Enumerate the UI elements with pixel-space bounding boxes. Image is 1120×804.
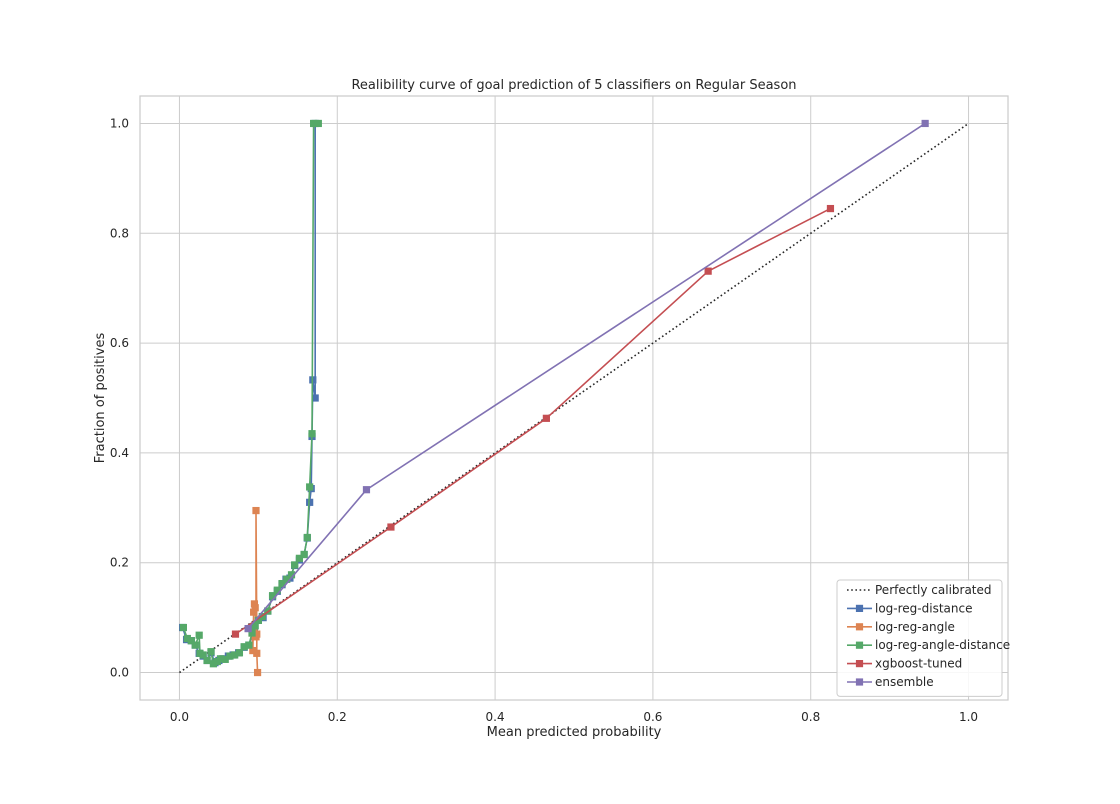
data-point	[245, 641, 253, 649]
x-tick-label: 0.4	[486, 710, 505, 724]
y-tick-label: 0.8	[110, 226, 129, 240]
legend-label: ensemble	[875, 675, 934, 689]
series-xgboost-tuned	[231, 204, 835, 638]
data-point	[179, 623, 187, 632]
data-point	[207, 648, 215, 656]
data-point	[300, 550, 308, 559]
series-ensemble	[244, 119, 929, 633]
data-point	[704, 267, 712, 275]
legend: Perfectly calibrated log-reg-distance log-…	[836, 579, 1010, 697]
legend-label: log-reg-angle	[875, 620, 955, 634]
grid	[140, 96, 1008, 700]
tick-labels: 0.0 0.2 0.4 0.6 0.8 1.0 0.0 0.2 0.4 0.6 0.8 1.0	[110, 116, 978, 724]
data-point	[311, 394, 319, 402]
data-point	[244, 625, 252, 633]
data-point	[203, 656, 211, 665]
data-point	[187, 637, 195, 645]
data-point	[221, 655, 229, 663]
data-point	[268, 592, 277, 600]
data-point	[387, 523, 395, 531]
series-perfectly-calibrated	[178, 122, 970, 674]
data-point	[191, 641, 199, 649]
legend-item-log-reg-angle: log-reg-angle	[847, 620, 955, 634]
data-point	[287, 571, 296, 579]
data-point	[226, 652, 234, 660]
data-point	[183, 634, 191, 643]
data-point	[306, 483, 314, 491]
y-tick-label: 0.0	[110, 666, 129, 680]
legend-swatch-marker	[855, 678, 864, 686]
data-point	[278, 579, 286, 588]
data-point	[195, 631, 203, 639]
data-point	[248, 629, 256, 637]
data-point	[216, 655, 225, 663]
y-tick-label: 0.2	[110, 556, 129, 570]
legend-label: log-reg-distance	[875, 601, 972, 615]
data-point	[251, 622, 259, 630]
x-tick-label: 0.6	[643, 710, 662, 724]
data-point	[310, 119, 318, 128]
legend-item-xgboost-tuned: xgboost-tuned	[847, 657, 962, 671]
legend-item-perfectly-calibrated: Perfectly calibrated	[847, 583, 992, 597]
data-point	[542, 414, 550, 422]
legend-label: log-reg-angle-distance	[875, 638, 1010, 652]
series-line	[178, 122, 970, 674]
data-point	[250, 600, 259, 608]
data-point	[231, 630, 240, 638]
data-point	[253, 649, 261, 657]
legend-item-log-reg-distance: log-reg-distance	[847, 601, 972, 615]
series-layer	[178, 119, 970, 677]
data-point	[251, 604, 259, 612]
data-point	[240, 643, 248, 651]
data-point	[303, 533, 311, 542]
legend-swatch-marker	[855, 641, 864, 649]
y-tick-label: 1.0	[110, 116, 129, 130]
legend-label: Perfectly calibrated	[875, 583, 992, 597]
y-tick-label: 0.4	[110, 446, 129, 460]
data-point	[254, 616, 262, 624]
legend-swatch-marker	[855, 623, 864, 631]
data-point	[253, 668, 262, 677]
y-tick-label: 0.6	[110, 336, 129, 350]
x-axis-label: Mean predicted probability	[487, 725, 662, 740]
legend-swatch-marker	[855, 604, 864, 612]
x-tick-label: 1.0	[959, 710, 978, 724]
legend-item-ensemble: ensemble	[847, 675, 934, 689]
data-point	[235, 649, 244, 657]
data-point	[283, 575, 291, 583]
plot-frame	[139, 95, 1009, 701]
legend-item-log-reg-angle-distance: log-reg-angle-distance	[847, 638, 1010, 652]
y-axis-label: Fraction of positives	[93, 333, 108, 464]
data-point	[231, 651, 239, 659]
data-point	[273, 586, 281, 594]
data-point	[826, 204, 835, 213]
data-point	[295, 554, 303, 562]
data-point	[291, 561, 299, 569]
data-point	[249, 646, 257, 655]
x-tick-label: 0.8	[801, 710, 820, 724]
data-point	[253, 630, 261, 638]
legend-swatch-marker	[855, 660, 864, 668]
data-point	[362, 486, 371, 494]
data-point	[250, 608, 258, 616]
data-point	[314, 119, 322, 128]
data-point	[921, 119, 929, 128]
data-point	[308, 430, 316, 438]
x-tick-label: 0.0	[170, 710, 189, 724]
chart-title: Realibility curve of goal prediction of …	[351, 78, 796, 93]
x-tick-label: 0.2	[328, 710, 347, 724]
legend-label: xgboost-tuned	[875, 657, 962, 671]
data-point	[199, 651, 207, 659]
data-point	[209, 660, 217, 668]
legend-frame	[836, 579, 1003, 697]
data-point	[252, 506, 260, 515]
